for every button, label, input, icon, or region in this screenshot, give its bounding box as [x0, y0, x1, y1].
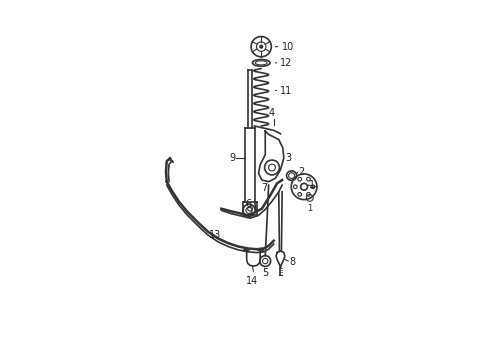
Text: 2: 2 [298, 167, 305, 177]
Text: 4: 4 [269, 108, 275, 118]
Text: 11: 11 [280, 86, 293, 95]
Circle shape [260, 45, 263, 48]
Text: 8: 8 [290, 257, 295, 267]
Text: 1: 1 [309, 180, 315, 190]
Text: 10: 10 [281, 42, 294, 52]
Text: 12: 12 [280, 58, 293, 68]
Text: 5: 5 [262, 268, 269, 278]
Text: 7: 7 [261, 183, 268, 193]
Text: 3: 3 [285, 153, 291, 163]
Text: 14: 14 [246, 275, 259, 285]
Text: 13: 13 [209, 230, 221, 240]
Text: 9: 9 [230, 153, 236, 163]
Text: 6: 6 [245, 199, 251, 209]
Text: 1: 1 [307, 204, 313, 213]
